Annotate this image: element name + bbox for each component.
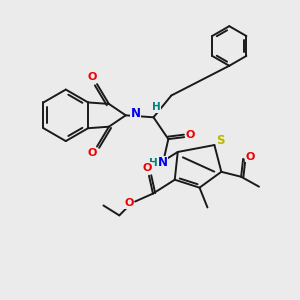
Text: H: H: [152, 102, 161, 112]
Text: O: O: [87, 72, 97, 82]
Text: N: N: [131, 107, 141, 120]
Text: S: S: [216, 134, 225, 147]
Text: O: O: [124, 199, 134, 208]
Text: O: O: [142, 163, 152, 173]
Text: O: O: [87, 148, 97, 158]
Text: O: O: [185, 130, 195, 140]
Text: O: O: [245, 152, 255, 162]
Text: H: H: [149, 158, 158, 168]
Text: N: N: [158, 156, 167, 170]
